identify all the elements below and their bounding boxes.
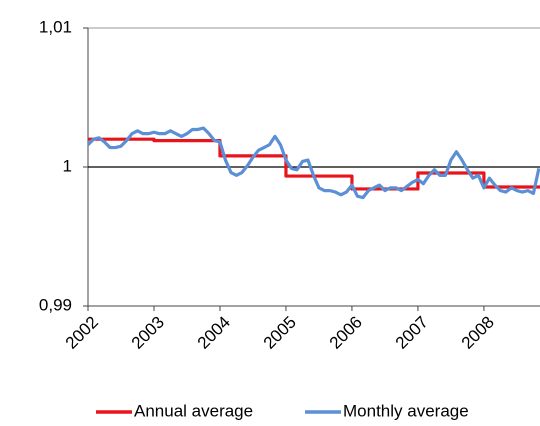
x-tick-label: 2002 [62, 313, 102, 353]
y-tick-label: 0,99 [39, 295, 72, 314]
series-line [88, 137, 540, 191]
x-tick-label: 2005 [260, 313, 300, 353]
x-tick-label: 2004 [194, 313, 234, 353]
x-tick-label: 2008 [458, 313, 498, 353]
legend-label: Monthly average [343, 401, 469, 420]
y-tick-label: 1,01 [39, 17, 72, 36]
legend-label: Annual average [134, 401, 253, 420]
x-tick-label: 2007 [392, 313, 432, 353]
series-line [86, 126, 540, 200]
y-tick-label: 1 [63, 156, 72, 175]
x-tick-label: 2006 [326, 313, 366, 353]
x-tick-label: 2003 [128, 313, 168, 353]
